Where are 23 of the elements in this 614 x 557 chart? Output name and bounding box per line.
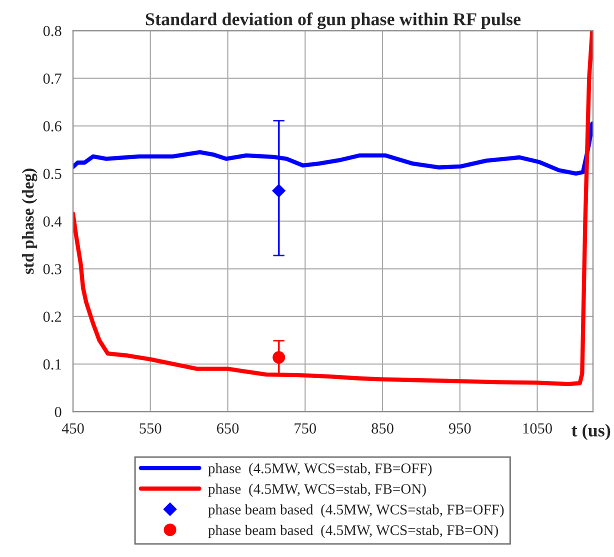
chart-title: Standard deviation of gun phase within RF pulse <box>146 12 521 30</box>
y-tick-label: 0.1 <box>43 359 61 370</box>
legend-label: phase beam based (4.5MW, WCS=stab, FB=ON) <box>208 524 498 538</box>
y-tick-label: 0.2 <box>43 312 62 322</box>
legend-label: phase (4.5MW, WCS=stab, FB=OFF) <box>208 463 432 476</box>
x-tick-label: 550 <box>140 423 162 434</box>
y-tick-label: 0.4 <box>43 216 62 227</box>
y-tick-label: 0.6 <box>43 121 62 132</box>
x-tick-label: 850 <box>372 423 394 434</box>
y-tick-label: 0.8 <box>43 26 62 36</box>
y-tick-label: 0 <box>54 406 62 418</box>
x-tick-label: 750 <box>294 423 316 434</box>
y-tick-label: 0.7 <box>43 73 62 84</box>
y-tick-label: 0.3 <box>43 264 62 274</box>
x-tick-label: 650 <box>216 423 239 434</box>
x-tick-label: 1050 <box>523 423 552 434</box>
legend-label: phase beam based (4.5MW, WCS=stab, FB=OFF) <box>208 504 504 518</box>
y-axis-title: std phase (deg) <box>22 168 38 274</box>
y-tick-label: 0.5 <box>43 168 62 180</box>
x-axis-title: t (us) <box>572 424 610 440</box>
x-tick-label: 950 <box>448 423 471 434</box>
legend-label: phase (4.5MW, WCS=stab, FB=ON) <box>208 484 426 497</box>
x-tick-label: 450 <box>62 423 84 434</box>
